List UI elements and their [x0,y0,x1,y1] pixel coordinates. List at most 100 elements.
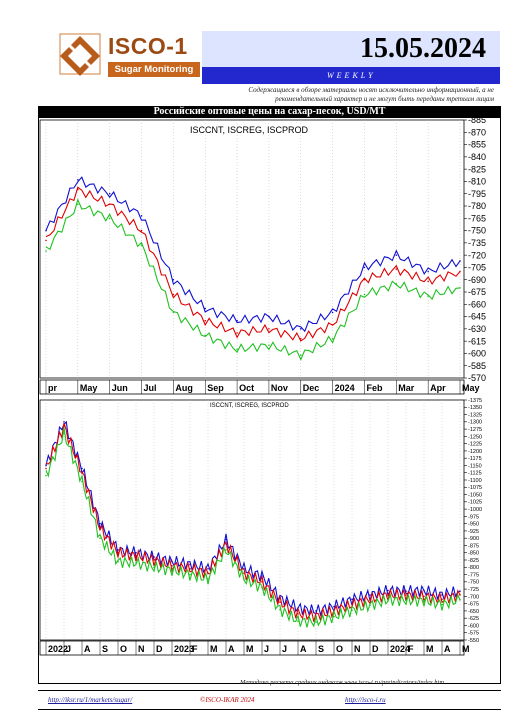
series-line-iscprod-1 [45,427,461,628]
data-point [369,594,371,596]
y-tick-label: -735 [468,238,486,248]
data-point [299,354,302,356]
x-tick-label: 2024 [335,383,355,393]
logo [52,30,200,86]
series-line-iscprod-0 [45,198,461,361]
y-tick-label: -1175 [468,456,482,462]
data-point [45,474,47,477]
data-point [45,467,47,470]
x-tick-label: S [102,644,108,654]
y-tick-label: -870 [468,127,486,137]
y-tick-label: -1325 [468,412,482,418]
footer-link-isco[interactable]: http://isco-i.ru [345,696,386,704]
y-tick-label: -550 [468,638,479,644]
data-point [81,480,83,483]
y-tick-label: -795 [468,189,486,199]
data-point [108,203,111,206]
logo-title: ISCO-1 [108,33,188,59]
y-tick-label: -925 [468,529,479,535]
data-point [189,563,191,566]
data-point [268,344,270,347]
data-point [369,598,371,601]
data-point [108,217,111,220]
y-tick-label: -625 [468,616,479,622]
x-tick-label: Sep [207,383,224,393]
x-tick-label: Oct [239,383,254,393]
y-tick-label: -780 [468,201,486,211]
data-point [225,543,227,545]
data-point [171,560,173,563]
data-point [225,538,227,541]
data-point [387,589,389,592]
y-tick-label: -975 [468,514,479,520]
data-point [135,551,137,554]
methodology-note: Методика расчета средних индексов www.is… [240,679,445,686]
disclaimer: Содержащиеся в обзоре материалы носят ис… [248,86,494,103]
data-point [351,598,353,601]
data-point [405,594,407,596]
data-point [63,432,65,435]
data-point [77,178,79,181]
y-tick-label: -950 [468,522,479,528]
series-line-isccnt-1 [45,420,461,618]
y-tick-label: -1100 [468,478,482,484]
data-point [363,266,366,269]
y-tick-label: -570 [468,373,486,383]
data-point [363,293,366,296]
x-tick-label: Apr [430,383,446,393]
plot-area-1 [39,399,465,641]
y-tick-label: -725 [468,587,479,593]
data-point [81,471,83,474]
data-point [77,188,79,191]
y-tick-label: -645 [468,312,486,322]
data-point [363,278,366,281]
y-tick-label: -875 [468,543,479,549]
data-point [315,621,317,623]
x-tick-label: S [318,644,324,654]
data-point [243,572,245,574]
series-line-isccnt-0 [45,176,461,333]
data-point [117,551,119,554]
data-point [459,590,461,592]
x-tick-label: F [192,644,198,654]
data-point [77,203,79,206]
data-point [427,280,429,283]
data-point [63,421,65,423]
footer-copyright: ©ISCO-IKAR 2024 [200,696,255,704]
data-point [441,598,443,601]
data-point [189,573,191,576]
x-tick-label: 2024 [390,644,410,654]
data-point [135,554,137,557]
footer-link-ikar[interactable]: http://iksr.ru/1/markets/sugar/ [48,696,133,704]
data-point [427,270,429,273]
data-point [423,595,425,598]
data-point [99,537,101,539]
y-tick-label: -650 [468,609,479,615]
data-point [297,613,299,615]
data-point [299,328,302,330]
x-tick-label: N [354,644,361,654]
data-point [333,615,335,618]
y-tick-label: -1050 [468,492,482,498]
y-tick-label: -840 [468,152,486,162]
x-tick-label: D [156,644,163,654]
y-tick-label: -1225 [468,442,482,448]
data-point [153,556,155,558]
data-point [351,603,353,606]
data-point [172,293,175,296]
y-tick-label: -765 [468,213,486,223]
y-tick-label: -1125 [468,471,482,477]
data-point [395,268,398,270]
y-tick-label: -600 [468,623,479,629]
data-point [81,467,83,470]
data-point [459,287,461,289]
y-tick-label: -825 [468,558,479,564]
data-point [423,599,425,602]
data-point [279,608,281,611]
logo-subtitle: Sugar Monitoring [108,62,200,77]
x-tick-label: F [408,644,414,654]
logo-emblem-icon [59,33,101,76]
data-point [395,254,398,256]
x-axis-band-0 [39,379,465,395]
x-tick-label: Mar [398,383,415,393]
